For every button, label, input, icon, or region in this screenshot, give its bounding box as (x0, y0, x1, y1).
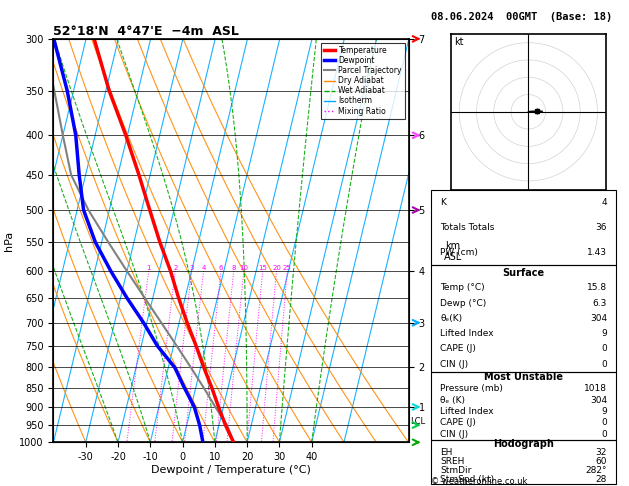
Text: 4: 4 (601, 198, 607, 207)
Y-axis label: hPa: hPa (4, 230, 14, 251)
Text: 0: 0 (601, 418, 607, 427)
Text: 60: 60 (596, 457, 607, 466)
Text: Dewp (°C): Dewp (°C) (440, 298, 486, 308)
Text: 0: 0 (601, 430, 607, 439)
Text: 9: 9 (601, 329, 607, 338)
Text: CAPE (J): CAPE (J) (440, 418, 476, 427)
Text: Lifted Index: Lifted Index (440, 329, 494, 338)
Text: PW (cm): PW (cm) (440, 248, 478, 257)
Text: StmSpd (kt): StmSpd (kt) (440, 475, 494, 484)
Text: Surface: Surface (503, 267, 545, 278)
Text: 52°18'N  4°47'E  −4m  ASL: 52°18'N 4°47'E −4m ASL (53, 25, 240, 38)
Text: θₑ (K): θₑ (K) (440, 396, 465, 405)
Text: 0: 0 (601, 345, 607, 353)
Text: 28: 28 (596, 475, 607, 484)
Text: Totals Totals: Totals Totals (440, 223, 494, 232)
Text: 25: 25 (283, 265, 292, 271)
Text: 282°: 282° (586, 466, 607, 475)
Text: 15.8: 15.8 (587, 283, 607, 292)
Text: 6: 6 (219, 265, 223, 271)
Text: EH: EH (440, 449, 452, 457)
Text: 1: 1 (147, 265, 151, 271)
Text: 15: 15 (259, 265, 267, 271)
Legend: Temperature, Dewpoint, Parcel Trajectory, Dry Adiabat, Wet Adiabat, Isotherm, Mi: Temperature, Dewpoint, Parcel Trajectory… (321, 43, 405, 119)
Text: 3: 3 (189, 265, 194, 271)
Text: Temp (°C): Temp (°C) (440, 283, 485, 292)
Text: 32: 32 (596, 449, 607, 457)
Text: 8: 8 (231, 265, 236, 271)
Text: © weatheronline.co.uk: © weatheronline.co.uk (431, 477, 527, 486)
Text: Most Unstable: Most Unstable (484, 372, 563, 382)
Text: 304: 304 (590, 396, 607, 405)
Text: CAPE (J): CAPE (J) (440, 345, 476, 353)
Text: Hodograph: Hodograph (493, 439, 554, 449)
Text: CIN (J): CIN (J) (440, 430, 468, 439)
Text: Lifted Index: Lifted Index (440, 407, 494, 416)
Text: 20: 20 (272, 265, 281, 271)
Text: StmDir: StmDir (440, 466, 472, 475)
Text: 9: 9 (601, 407, 607, 416)
Text: 2: 2 (173, 265, 177, 271)
Text: 6.3: 6.3 (593, 298, 607, 308)
Text: 1018: 1018 (584, 384, 607, 393)
Text: θₑ(K): θₑ(K) (440, 314, 462, 323)
Text: 4: 4 (201, 265, 206, 271)
Text: Pressure (mb): Pressure (mb) (440, 384, 503, 393)
Text: 304: 304 (590, 314, 607, 323)
Text: 1.43: 1.43 (587, 248, 607, 257)
Text: 10: 10 (239, 265, 248, 271)
Text: 0: 0 (601, 360, 607, 369)
Text: K: K (440, 198, 446, 207)
Text: 36: 36 (596, 223, 607, 232)
X-axis label: Dewpoint / Temperature (°C): Dewpoint / Temperature (°C) (151, 465, 311, 475)
Text: CIN (J): CIN (J) (440, 360, 468, 369)
Y-axis label: km
ASL: km ASL (443, 241, 462, 262)
Text: LCL: LCL (410, 417, 425, 426)
Text: 08.06.2024  00GMT  (Base: 18): 08.06.2024 00GMT (Base: 18) (431, 12, 612, 22)
Text: kt: kt (454, 37, 463, 47)
Text: SREH: SREH (440, 457, 465, 466)
